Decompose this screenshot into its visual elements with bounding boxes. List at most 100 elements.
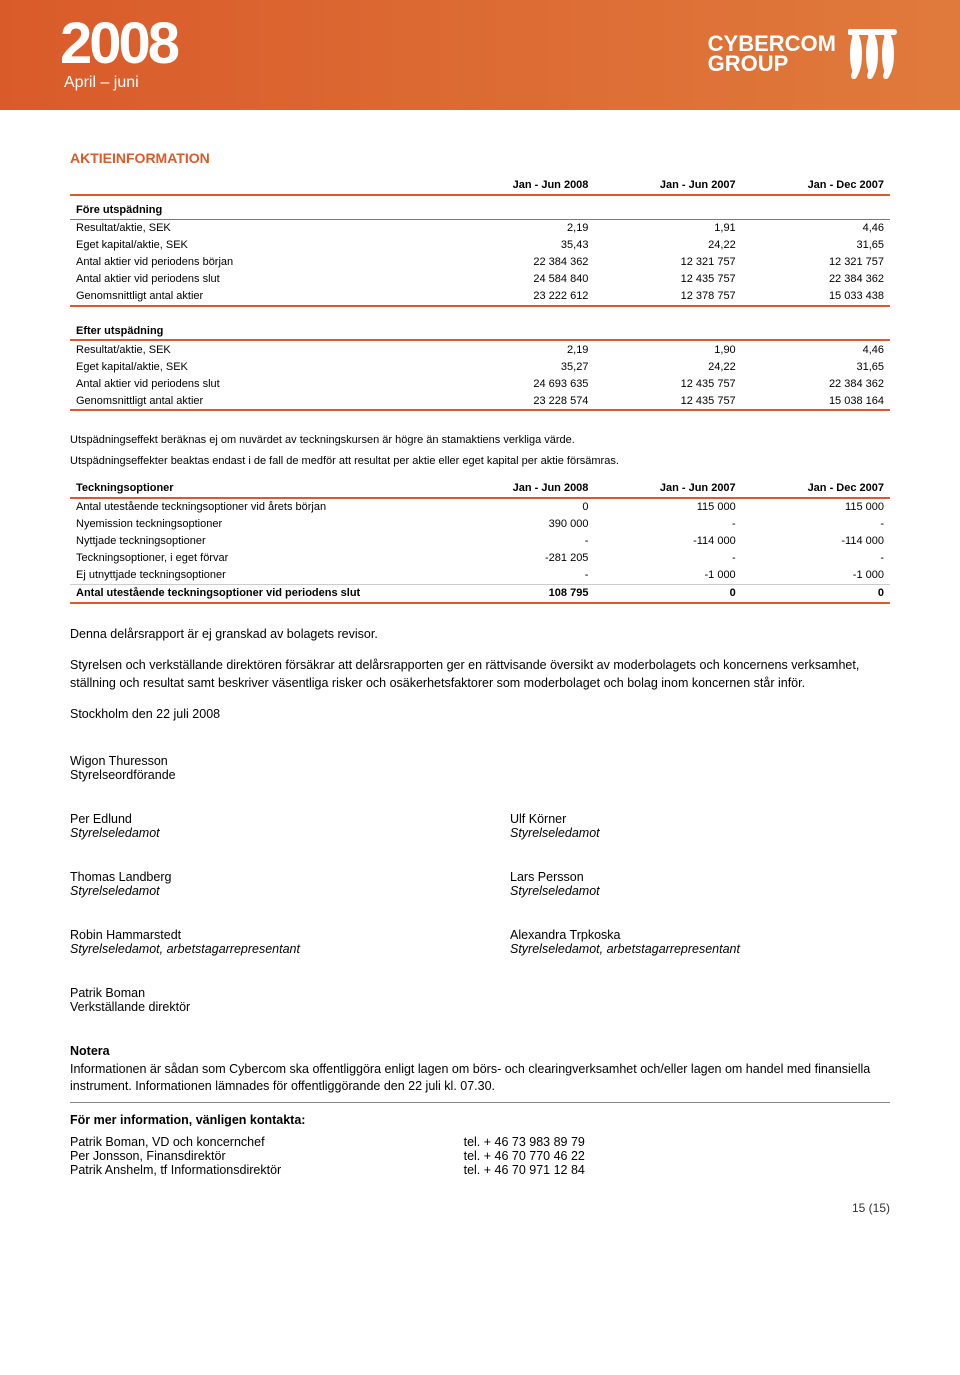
cell: Eget kapital/aktie, SEK xyxy=(70,358,447,375)
dilution-note-1: Utspädningseffekt beräknas ej om nuvärde… xyxy=(70,433,890,448)
cell: - xyxy=(594,516,741,533)
cell: - xyxy=(594,550,741,567)
sig-role: Styrelseledamot, arbetstagarrepresentant xyxy=(70,942,450,956)
sig-name: Alexandra Trpkoska xyxy=(510,928,890,942)
cell: 22 384 362 xyxy=(742,375,890,392)
signature-block: Alexandra TrpkoskaStyrelseledamot, arbet… xyxy=(510,928,890,956)
cell: 12 435 757 xyxy=(594,375,741,392)
cell: 35,27 xyxy=(447,358,594,375)
cell: 22 384 362 xyxy=(447,254,594,271)
sig-name: Lars Persson xyxy=(510,870,890,884)
col-blank xyxy=(70,176,447,195)
signature-block: Ulf KörnerStyrelseledamot xyxy=(510,812,890,840)
opt-col-dec2007: Jan - Dec 2007 xyxy=(742,479,890,498)
cell: 2,19 xyxy=(447,219,594,237)
contact-row: Patrik Anshelm, tf Informationsdirektört… xyxy=(70,1163,890,1177)
signature-row: Robin HammarstedtStyrelseledamot, arbets… xyxy=(70,928,890,956)
subheader-before: Före utspädning xyxy=(70,195,890,219)
cell: 115 000 xyxy=(594,498,741,516)
cell: Nyemission teckningsoptioner xyxy=(70,516,447,533)
cell: 15 038 164 xyxy=(742,392,890,410)
body-p2: Styrelsen och verkställande direktören f… xyxy=(70,657,890,692)
cell: Resultat/aktie, SEK xyxy=(70,340,447,358)
cell: 15 033 438 xyxy=(742,288,890,306)
cell: Ej utnyttjade teckningsoptioner xyxy=(70,567,447,585)
signature-block: Per EdlundStyrelseledamot xyxy=(70,812,450,840)
contact-row: Per Jonsson, Finansdirektörtel. + 46 70 … xyxy=(70,1149,890,1163)
signature-row: Thomas Landberg StyrelseledamotLars Perss… xyxy=(70,870,890,898)
brand-mark-icon xyxy=(848,28,900,80)
cell: - xyxy=(742,550,890,567)
cell: Teckningsoptioner, i eget förvar xyxy=(70,550,447,567)
sig-role: Styrelseledamot xyxy=(70,826,450,840)
cell: 31,65 xyxy=(742,358,890,375)
cell: 4,46 xyxy=(742,219,890,237)
cell: 24 584 840 xyxy=(447,271,594,288)
page-number: 15 (15) xyxy=(70,1201,890,1215)
cell: - xyxy=(447,533,594,550)
cell: Eget kapital/aktie, SEK xyxy=(70,237,447,254)
cell: -114 000 xyxy=(594,533,741,550)
cell: 22 384 362 xyxy=(742,271,890,288)
sig-name: Ulf Körner xyxy=(510,812,890,826)
cell: 12 435 757 xyxy=(594,392,741,410)
cell: 35,43 xyxy=(447,237,594,254)
signature-block: Patrik BomanVerkställande direktör xyxy=(70,986,890,1014)
page-content: AKTIEINFORMATION Jan - Jun 2008 Jan - Ju… xyxy=(0,110,960,1245)
contact-who: Per Jonsson, Finansdirektör xyxy=(70,1149,464,1163)
opt-col-label: Teckningsoptioner xyxy=(70,479,447,498)
sig-role: Styrelseledamot xyxy=(510,826,890,840)
signature-block: Robin HammarstedtStyrelseledamot, arbets… xyxy=(70,928,450,956)
contact-who: Patrik Anshelm, tf Informationsdirektör xyxy=(70,1163,464,1177)
sig-name: Thomas Landberg xyxy=(70,870,450,884)
cell: Nyttjade teckningsoptioner xyxy=(70,533,447,550)
cell: 390 000 xyxy=(447,516,594,533)
cell: 12 378 757 xyxy=(594,288,741,306)
signature-block: Lars PerssonStyrelseledamot xyxy=(510,870,890,898)
total-cell: 0 xyxy=(742,584,890,603)
sig-name: Robin Hammarstedt xyxy=(70,928,450,942)
cell: Resultat/aktie, SEK xyxy=(70,219,447,237)
header-band: 2008 April – juni CYBERCOM GROUP xyxy=(0,0,960,110)
col-2008: Jan - Jun 2008 xyxy=(447,176,594,195)
brand-text: CYBERCOM GROUP xyxy=(708,34,836,74)
contact-tel: tel. + 46 73 983 89 79 xyxy=(464,1135,585,1149)
col-dec2007: Jan - Dec 2007 xyxy=(742,176,890,195)
cell: Antal aktier vid periodens slut xyxy=(70,271,447,288)
cell: 23 222 612 xyxy=(447,288,594,306)
cell: Antal aktier vid periodens slut xyxy=(70,375,447,392)
cell: Antal aktier vid periodens början xyxy=(70,254,447,271)
contact-row: Patrik Boman, VD och koncerncheftel. + 4… xyxy=(70,1135,890,1149)
body-p1: Denna delårsrapport är ej granskad av bo… xyxy=(70,626,890,644)
sig-role: Verkställande direktör xyxy=(70,1000,890,1014)
cell: -1 000 xyxy=(594,567,741,585)
sig-role: Styrelseledamot, arbetstagarrepresentant xyxy=(510,942,890,956)
body-p3: Stockholm den 22 juli 2008 xyxy=(70,706,890,724)
contact-tel: tel. + 46 70 971 12 84 xyxy=(464,1163,585,1177)
contact-tel: tel. + 46 70 770 46 22 xyxy=(464,1149,585,1163)
sig-role: Styrelseledamot xyxy=(510,884,890,898)
brand-line2: GROUP xyxy=(708,54,836,74)
header-year: 2008 xyxy=(60,10,177,77)
cell: 0 xyxy=(447,498,594,516)
sig-role: Styrelseordförande xyxy=(70,768,890,782)
signature-row: Per EdlundStyrelseledamotUlf KörnerStyre… xyxy=(70,812,890,840)
options-table: Teckningsoptioner Jan - Jun 2008 Jan - J… xyxy=(70,479,890,604)
signatures-area: Wigon ThuressonStyrelseordförandePer Edl… xyxy=(70,754,890,1014)
cell: 24,22 xyxy=(594,237,741,254)
notera-title: Notera xyxy=(70,1044,890,1058)
cell: -281 205 xyxy=(447,550,594,567)
cell: 115 000 xyxy=(742,498,890,516)
sig-name: Per Edlund xyxy=(70,812,450,826)
cell: - xyxy=(447,567,594,585)
cell: 24,22 xyxy=(594,358,741,375)
total-cell: Antal utestående teckningsoptioner vid p… xyxy=(70,584,447,603)
total-cell: 0 xyxy=(594,584,741,603)
header-period: April – juni xyxy=(64,74,139,92)
share-info-table: Jan - Jun 2008 Jan - Jun 2007 Jan - Dec … xyxy=(70,176,890,411)
total-cell: 108 795 xyxy=(447,584,594,603)
cell: 1,91 xyxy=(594,219,741,237)
opt-col-2008: Jan - Jun 2008 xyxy=(447,479,594,498)
cell: 2,19 xyxy=(447,340,594,358)
cell: 23 228 574 xyxy=(447,392,594,410)
